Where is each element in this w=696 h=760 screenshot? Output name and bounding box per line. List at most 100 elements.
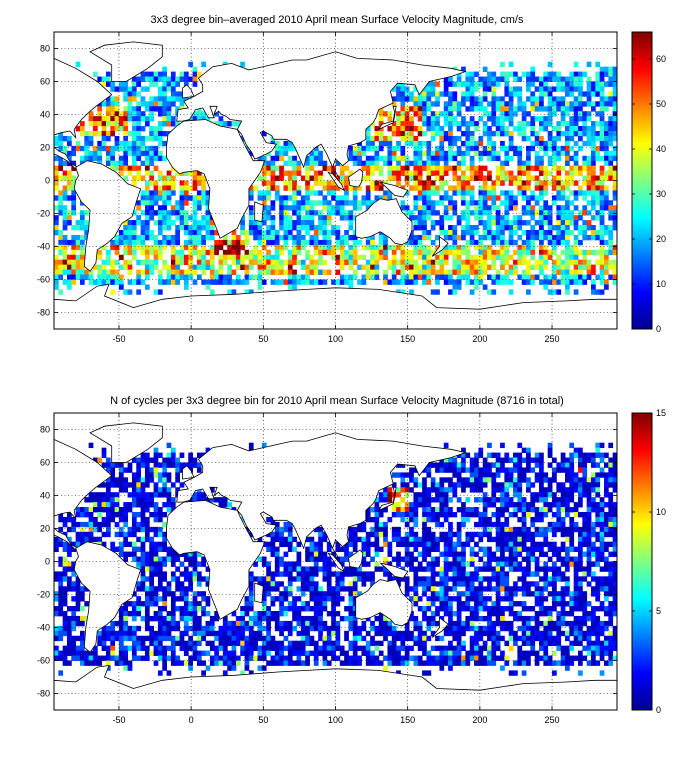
- heatmap-cell: [404, 472, 410, 478]
- heatmap-cell: [560, 96, 566, 102]
- heatmap-cell: [188, 76, 193, 82]
- heatmap-cell: [361, 150, 367, 157]
- heatmap-cell: [413, 185, 419, 191]
- heatmap-cell: [383, 536, 388, 543]
- heatmap-cell: [552, 472, 557, 478]
- heatmap-cell: [604, 556, 609, 562]
- heatmap-cell: [118, 482, 124, 488]
- heatmap-cell: [218, 264, 224, 270]
- heatmap-cell: [409, 472, 414, 478]
- heatmap-cell: [482, 180, 488, 186]
- heatmap-cell: [504, 190, 510, 196]
- heatmap-cell: [370, 200, 375, 206]
- heatmap-cell: [586, 234, 592, 241]
- heatmap-cell: [417, 175, 423, 181]
- heatmap-cell: [339, 546, 345, 552]
- y-tick-label: 0: [45, 176, 50, 186]
- heatmap-cell: [287, 561, 293, 567]
- heatmap-cell: [426, 566, 432, 572]
- heatmap-cell: [84, 230, 90, 236]
- heatmap-cell: [305, 220, 310, 226]
- heatmap-cell: [118, 81, 124, 87]
- heatmap-cell: [500, 116, 505, 122]
- heatmap-cell: [162, 492, 167, 498]
- heatmap-cell: [71, 516, 77, 523]
- heatmap-cell: [612, 81, 617, 87]
- heatmap-cell: [153, 467, 159, 473]
- heatmap-cell: [569, 477, 575, 483]
- heatmap-cell: [131, 472, 137, 478]
- heatmap-cell: [313, 244, 319, 251]
- heatmap-cell: [591, 121, 596, 127]
- heatmap-cell: [612, 536, 617, 543]
- heatmap-cell: [279, 531, 284, 538]
- heatmap-cell: [361, 160, 367, 167]
- heatmap-cell: [578, 457, 583, 463]
- heatmap-cell: [396, 96, 401, 102]
- heatmap-cell: [387, 492, 393, 498]
- heatmap-cell: [365, 269, 371, 275]
- heatmap-cell: [274, 244, 280, 251]
- heatmap-cell: [591, 462, 596, 468]
- heatmap-cell: [608, 472, 614, 478]
- heatmap-cell: [526, 86, 531, 92]
- heatmap-cell: [452, 561, 458, 567]
- heatmap-cell: [556, 150, 562, 157]
- heatmap-cell: [452, 155, 458, 162]
- heatmap-cell: [478, 140, 484, 147]
- heatmap-cell: [144, 457, 150, 463]
- heatmap-cell: [270, 239, 276, 246]
- heatmap-cell: [279, 561, 284, 567]
- heatmap-cell: [144, 521, 150, 528]
- heatmap-cell: [578, 279, 583, 285]
- heatmap-cell: [322, 576, 328, 582]
- heatmap-cell: [66, 180, 72, 186]
- heatmap-cell: [491, 101, 497, 107]
- heatmap-cell: [136, 462, 142, 468]
- heatmap-cell: [162, 561, 167, 567]
- heatmap-cell: [474, 467, 479, 473]
- heatmap-cell: [591, 507, 596, 513]
- heatmap-cell: [279, 244, 284, 251]
- heatmap-cell: [162, 96, 167, 102]
- heatmap-cell: [287, 576, 293, 582]
- heatmap-cell: [140, 249, 146, 256]
- heatmap-cell: [443, 477, 449, 483]
- heatmap-cell: [322, 531, 328, 538]
- heatmap-cell: [500, 566, 505, 572]
- heatmap-cell: [370, 135, 375, 142]
- heatmap-cell: [487, 220, 492, 226]
- heatmap-cell: [309, 571, 315, 577]
- heatmap-cell: [487, 101, 492, 107]
- heatmap-cell: [500, 561, 505, 567]
- heatmap-cell: [131, 86, 137, 92]
- heatmap-cell: [517, 487, 523, 493]
- heatmap-cell: [599, 244, 605, 251]
- heatmap-cell: [430, 131, 436, 137]
- heatmap-cell: [482, 576, 488, 582]
- heatmap-cell: [465, 190, 471, 196]
- heatmap-cell: [149, 81, 155, 87]
- heatmap-cell: [578, 145, 583, 152]
- heatmap-cell: [162, 116, 167, 122]
- heatmap-cell: [456, 190, 462, 196]
- heatmap-cell: [196, 467, 202, 473]
- heatmap-cell: [162, 239, 167, 246]
- heatmap-cell: [495, 175, 501, 181]
- heatmap-cell: [149, 135, 155, 142]
- heatmap-cell: [227, 502, 232, 508]
- heatmap-cell: [326, 249, 332, 256]
- heatmap-cell: [404, 531, 410, 538]
- heatmap-cell: [478, 116, 484, 122]
- heatmap-cell: [140, 279, 146, 285]
- heatmap-cell: [365, 239, 371, 246]
- heatmap-cell: [54, 170, 59, 176]
- heatmap-cell: [326, 561, 332, 567]
- heatmap-cell: [582, 91, 588, 97]
- heatmap-cell: [357, 205, 362, 211]
- heatmap-cell: [166, 210, 172, 216]
- heatmap-cell: [205, 116, 211, 122]
- heatmap-cell: [482, 111, 488, 117]
- heatmap-cell: [552, 576, 557, 582]
- heatmap-cell: [166, 220, 172, 226]
